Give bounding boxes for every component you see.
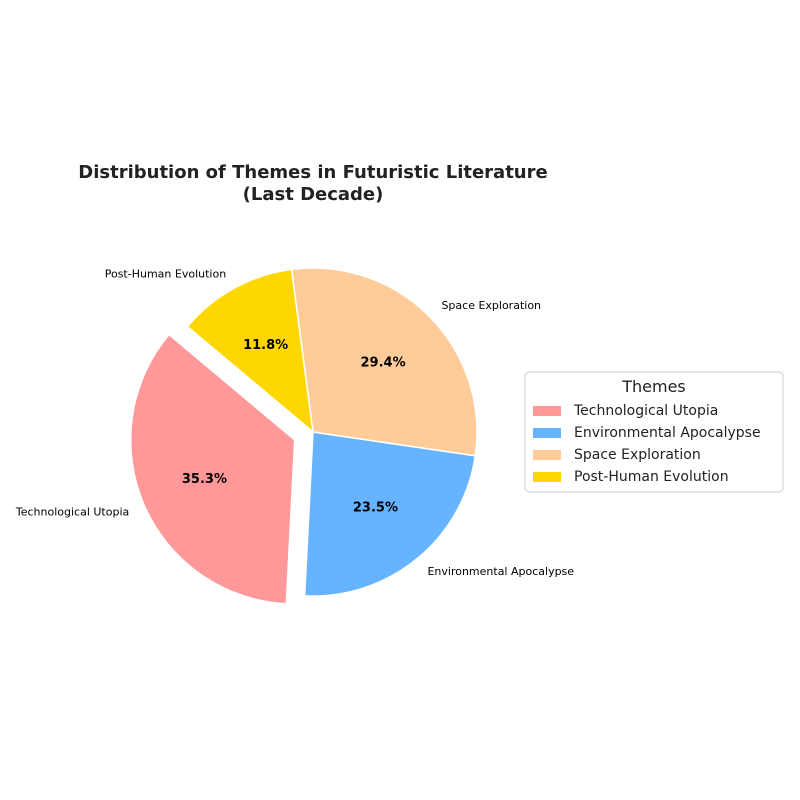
- pie-value-label-post-human-evolution: 11.8%: [243, 338, 288, 353]
- legend-swatch-post-human-evolution: [533, 472, 561, 482]
- pie-value-label-environmental-apocalypse: 23.5%: [353, 501, 398, 516]
- legend-label-space-exploration: Space Exploration: [574, 447, 701, 463]
- pie-category-label-technological-utopia: Technological Utopia: [15, 506, 129, 519]
- legend-swatch-technological-utopia: [533, 406, 561, 416]
- legend-label-technological-utopia: Technological Utopia: [573, 403, 718, 419]
- pie-category-label-space-exploration: Space Exploration: [441, 299, 541, 312]
- chart-title-line-2: (Last Decade): [243, 184, 384, 205]
- pie-slices: [129, 267, 478, 605]
- legend-label-post-human-evolution: Post-Human Evolution: [574, 469, 729, 485]
- legend-swatch-space-exploration: [533, 450, 561, 460]
- legend-frame: [524, 371, 784, 493]
- pie-slice-technological-utopia: [129, 333, 296, 605]
- pie-value-label-technological-utopia: 35.3%: [182, 472, 227, 487]
- legend-title: Themes: [621, 377, 686, 396]
- pie-category-label-environmental-apocalypse: Environmental Apocalypse: [427, 565, 574, 578]
- pie-value-label-space-exploration: 29.4%: [361, 355, 406, 370]
- legend-label-environmental-apocalypse: Environmental Apocalypse: [574, 425, 761, 441]
- legend-swatch-environmental-apocalypse: [533, 428, 561, 438]
- pie-slice-post-human-evolution: [186, 268, 314, 434]
- pie-slice-environmental-apocalypse: [303, 431, 477, 597]
- pie-labels: 35.3% Technological Utopia 23.5% Environmen…: [15, 267, 574, 578]
- chart-title-line-1: Distribution of Themes in Futuristic Lit…: [78, 162, 547, 183]
- pie-category-label-post-human-evolution: Post-Human Evolution: [105, 267, 226, 280]
- legend: Themes Technological Utopia Environmental…: [524, 371, 784, 493]
- legend-entries: Technological Utopia Environmental Apocal…: [533, 403, 761, 485]
- pie-slice-space-exploration: [290, 267, 478, 457]
